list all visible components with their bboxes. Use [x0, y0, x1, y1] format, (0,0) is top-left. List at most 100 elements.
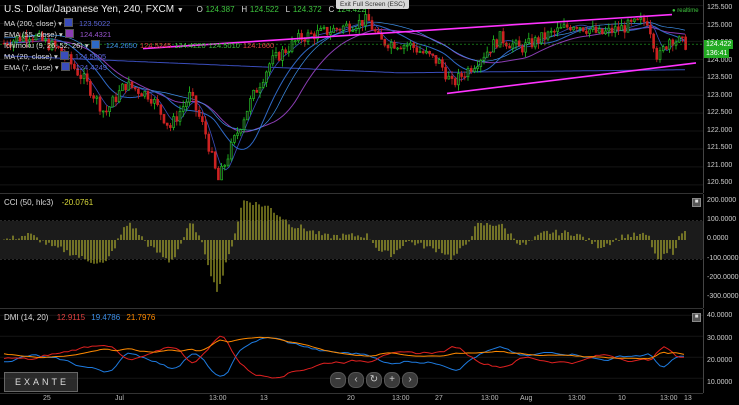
legend-dropdown-icon[interactable]: ▾ — [52, 63, 61, 72]
low-value: 124.372 — [292, 5, 322, 14]
candle-body — [489, 51, 492, 54]
legend-dropdown-icon[interactable]: ▾ — [51, 52, 60, 61]
candle-body — [633, 18, 636, 22]
candle-body — [373, 29, 377, 32]
candle-body — [265, 71, 268, 83]
legend-row[interactable]: EMA (7, close) ▾ 124.4249 — [4, 62, 107, 72]
cci-panel[interactable] — [0, 194, 703, 309]
legend-color-swatch[interactable] — [59, 51, 69, 60]
candle-body — [642, 17, 646, 22]
legend-color-swatch[interactable] — [60, 62, 70, 71]
cci-axis-label: -300.0000 — [707, 293, 739, 300]
candle-body — [44, 38, 47, 41]
candle-body — [229, 142, 233, 160]
candle-body — [588, 29, 591, 34]
candle-body — [521, 45, 524, 53]
symbol-dropdown-icon[interactable]: ▼ — [176, 7, 184, 14]
candle-body — [681, 36, 684, 39]
price-axis-label: 122.000 — [707, 126, 733, 134]
cci-legend[interactable]: CCI (50, hlc3) -20.0761 — [4, 198, 93, 208]
candle-body — [514, 40, 518, 45]
candle-body — [226, 158, 230, 166]
legend-color-swatch[interactable] — [64, 29, 74, 38]
candle-body — [130, 81, 134, 88]
cci-axis-label: 0.0000 — [707, 235, 729, 242]
dmi-plus-line — [3, 336, 684, 377]
candle-body — [575, 27, 579, 29]
candle-body — [217, 167, 220, 181]
price-axis[interactable] — [703, 0, 739, 193]
candle-body — [402, 45, 406, 50]
legend-dropdown-icon[interactable]: ▾ — [56, 30, 65, 39]
dmi-panel-settings-icon[interactable]: ■ — [692, 313, 701, 322]
legend-name: EMA (7, close) — [4, 63, 53, 72]
time-axis-label: 27 — [435, 395, 443, 402]
open-label: O — [196, 5, 203, 14]
candle-body — [498, 31, 502, 48]
zoom-out-button[interactable]: − — [330, 372, 346, 388]
candle-body — [389, 42, 393, 49]
legend-color-swatch[interactable] — [64, 18, 74, 27]
price-panel[interactable] — [0, 0, 703, 194]
reset-chart-button[interactable]: ↻ — [366, 372, 382, 388]
candle-body — [431, 53, 435, 56]
ma-200-line — [3, 55, 686, 74]
candle-body — [181, 106, 185, 112]
candle-body — [249, 98, 252, 112]
candle-body — [156, 99, 159, 106]
legend-row[interactable]: Ichimoku (9, 26, 52, 26) ▾ 124.2650 124.5… — [4, 40, 274, 50]
legend-dropdown-icon[interactable]: ▾ — [82, 41, 91, 50]
candle-body — [293, 40, 297, 43]
candle-body — [303, 39, 307, 42]
cci-axis[interactable] — [703, 194, 739, 308]
candle-body — [162, 114, 166, 124]
legend-dropdown-icon[interactable]: ▾ — [56, 19, 65, 28]
candle-body — [69, 54, 73, 65]
legend-color-swatch[interactable] — [90, 40, 100, 49]
legend-row[interactable]: MA (20, close) ▾ 124.5805 — [4, 51, 106, 61]
candle-body — [12, 40, 15, 47]
candle-body — [105, 110, 108, 113]
cci-title: CCI (50, hlc3) — [4, 198, 54, 207]
price-axis-label: 121.000 — [707, 161, 733, 169]
cci-axis-label: 200.0000 — [707, 197, 737, 204]
price-axis-label: 122.500 — [707, 109, 733, 116]
candle-body — [153, 99, 156, 104]
candle-body — [674, 41, 678, 46]
price-chart[interactable] — [0, 0, 703, 193]
dmi-axis[interactable] — [703, 309, 739, 393]
candle-body — [9, 45, 12, 47]
candle-body — [370, 20, 374, 30]
candle-body — [313, 33, 316, 40]
time-axis-label: 13:00 — [660, 395, 678, 402]
candle-body — [111, 96, 115, 108]
candle-body — [338, 28, 342, 31]
candle-body — [242, 119, 246, 130]
candle-body — [351, 30, 355, 32]
candle-body — [220, 165, 223, 181]
candle-body — [252, 89, 255, 99]
candle-body — [418, 51, 422, 53]
scroll-left-button[interactable]: ‹ — [348, 372, 364, 388]
candle-body — [511, 43, 515, 49]
candle-body — [639, 17, 643, 20]
price-axis-label: 125.500 — [707, 4, 733, 11]
dmi-axis-label: 10.0000 — [707, 379, 733, 386]
symbol-title[interactable]: U.S. Dollar/Japanese Yen, 240, FXCM — [4, 4, 175, 15]
candle-body — [73, 63, 76, 69]
close-value: 124.422 — [337, 5, 366, 14]
legend-row[interactable]: MA (200, close) ▾ 123.5022 — [4, 18, 110, 28]
candle-body — [553, 30, 556, 33]
candle-body — [245, 110, 249, 121]
legend-row[interactable]: EMA (55, close) ▾ 124.4321 — [4, 29, 111, 39]
dmi-legend[interactable]: DMI (14, 20) 12.9115 19.4786 21.7976 — [4, 313, 155, 323]
zoom-in-button[interactable]: + — [384, 372, 400, 388]
dmi-value-adx: 21.7976 — [126, 313, 156, 322]
candle-body — [460, 73, 463, 77]
exit-fullscreen-button[interactable]: Exit Full Screen (ESC) — [336, 0, 410, 9]
candle-body — [287, 51, 291, 54]
candle-body — [428, 51, 431, 55]
candle-body — [300, 33, 303, 40]
cci-panel-settings-icon[interactable]: ■ — [692, 198, 701, 207]
scroll-right-button[interactable]: › — [402, 372, 418, 388]
